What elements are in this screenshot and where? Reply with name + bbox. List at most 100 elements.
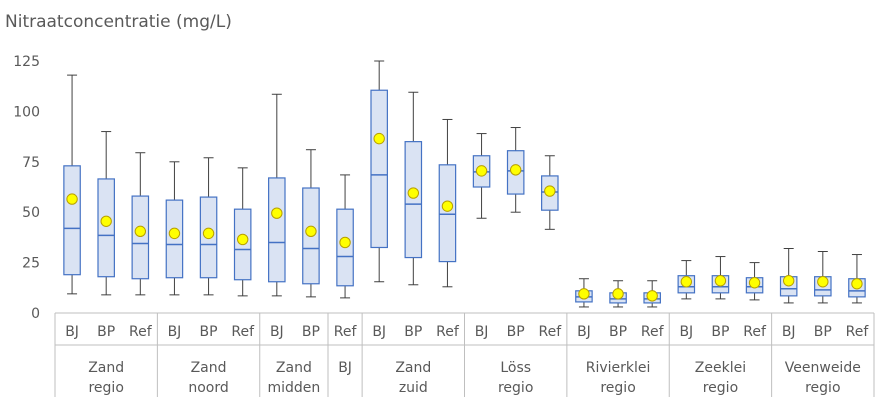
x-category-label: BP xyxy=(814,324,832,340)
x-category-label: Ref xyxy=(129,324,153,340)
x-group-label: Veenweide xyxy=(785,360,861,376)
mean-marker xyxy=(714,275,727,287)
x-category-label: BP xyxy=(302,324,320,340)
mean-marker xyxy=(305,225,317,238)
mean-marker xyxy=(407,187,420,199)
box-rivierklei-regio-bj xyxy=(575,278,593,308)
mean-marker xyxy=(782,275,795,287)
mean-marker xyxy=(646,290,658,302)
mean-marker xyxy=(373,132,385,145)
mean-marker xyxy=(441,200,454,212)
x-group-label-line2: zuid xyxy=(399,380,428,396)
box-rivierklei-regio-bp xyxy=(609,280,627,308)
mean-marker xyxy=(100,215,112,227)
x-category-label: Ref xyxy=(743,324,767,340)
box-zand-regio-ref xyxy=(131,152,150,296)
mean-marker xyxy=(271,207,283,219)
x-category-label: Ref xyxy=(334,324,358,340)
x-category-label: BJ xyxy=(372,324,386,340)
x-category-label: BP xyxy=(404,324,422,340)
mean-marker xyxy=(134,225,147,238)
x-group-label-line2: regio xyxy=(600,380,635,396)
x-category-label: BP xyxy=(200,324,218,340)
box-zand-noord-ref xyxy=(233,167,252,297)
x-category-label: BJ xyxy=(65,324,79,340)
x-group-label-line2: regio xyxy=(703,380,738,396)
x-group-label-line2: regio xyxy=(88,380,123,396)
box-zand-noord-bj xyxy=(165,161,184,296)
box-zeeklei-regio-bj xyxy=(677,260,696,300)
box-iqr xyxy=(268,177,286,283)
x-category-label: BP xyxy=(507,324,525,340)
x-group-label-line2: regio xyxy=(805,380,840,396)
box-iqr xyxy=(438,164,457,263)
y-tick-label: 75 xyxy=(22,155,40,171)
x-category-label: BJ xyxy=(168,324,182,340)
mean-marker xyxy=(817,276,829,288)
box-iqr xyxy=(97,178,115,278)
box-rivierklei-regio-ref xyxy=(643,280,661,308)
y-tick-label: 25 xyxy=(22,256,40,272)
box-zand-zuid-bj xyxy=(370,60,388,283)
box-zeeklei-regio-ref xyxy=(745,262,764,301)
mean-marker xyxy=(66,193,78,205)
box-iqr xyxy=(404,141,423,259)
y-tick-label: 0 xyxy=(31,306,40,322)
box-löss-regio-bp xyxy=(506,127,525,213)
box-zand-zuid-ref xyxy=(438,118,457,288)
x-category-label: BJ xyxy=(270,324,284,340)
x-category-label: BP xyxy=(97,324,115,340)
x-category-label: BJ xyxy=(577,324,591,340)
box-bj-ref xyxy=(336,174,354,299)
box-veenweide-regio-bj xyxy=(779,247,798,304)
mean-marker xyxy=(339,236,351,249)
mean-marker xyxy=(475,165,488,177)
mean-marker xyxy=(168,227,181,240)
box-zand-midden-bj xyxy=(268,93,286,297)
x-group-label-line2: midden xyxy=(267,380,320,396)
x-group-label-line2: regio xyxy=(498,380,533,396)
box-zeeklei-regio-bp xyxy=(711,256,730,300)
x-group-label: Rivierklei xyxy=(586,360,651,376)
x-category-label: BJ xyxy=(679,324,693,340)
plot-area xyxy=(63,60,866,308)
mean-marker xyxy=(202,227,215,240)
box-veenweide-regio-ref xyxy=(848,254,866,304)
box-zand-regio-bj xyxy=(63,74,81,295)
box-löss-regio-bj xyxy=(472,133,491,219)
x-category-label: BJ xyxy=(475,324,489,340)
box-iqr xyxy=(63,165,81,276)
x-category-label: Ref xyxy=(538,324,562,340)
box-zand-regio-bp xyxy=(97,131,115,296)
box-iqr xyxy=(131,195,150,280)
x-category-label: BP xyxy=(609,324,627,340)
x-category-label: Ref xyxy=(231,324,255,340)
x-group-label: BJ xyxy=(338,360,352,376)
x-group-label: Zand xyxy=(88,360,124,376)
x-category-label: BP xyxy=(711,324,729,340)
y-axis: 0 25 50 75 100 125 xyxy=(13,54,40,322)
x-group-label: Löss xyxy=(500,360,531,376)
mean-marker xyxy=(236,233,249,246)
x-group-label: Zeeklei xyxy=(695,360,746,376)
box-veenweide-regio-bp xyxy=(814,251,832,304)
x-group-label: Zand xyxy=(276,360,312,376)
y-tick-label: 125 xyxy=(13,54,40,70)
y-tick-label: 50 xyxy=(22,205,40,221)
box-zand-midden-bp xyxy=(302,149,320,298)
x-group-label-line2: noord xyxy=(188,380,228,396)
mean-marker xyxy=(680,276,693,288)
x-axis: BJ BP Ref Zand regio BJ BP Ref Zand noord BJ BP Zand… xyxy=(54,312,875,397)
mean-marker xyxy=(851,278,863,290)
x-category-label: Ref xyxy=(641,324,665,340)
x-group-label: Zand xyxy=(395,360,431,376)
mean-marker xyxy=(612,288,624,300)
x-category-label: BJ xyxy=(782,324,796,340)
mean-marker xyxy=(578,288,590,300)
chart-title: Nitraatconcentratie (mg/L) xyxy=(5,12,232,32)
box-iqr xyxy=(370,89,388,249)
x-group-label: Zand xyxy=(191,360,227,376)
y-tick-label: 100 xyxy=(13,104,40,120)
mean-marker xyxy=(748,277,761,289)
